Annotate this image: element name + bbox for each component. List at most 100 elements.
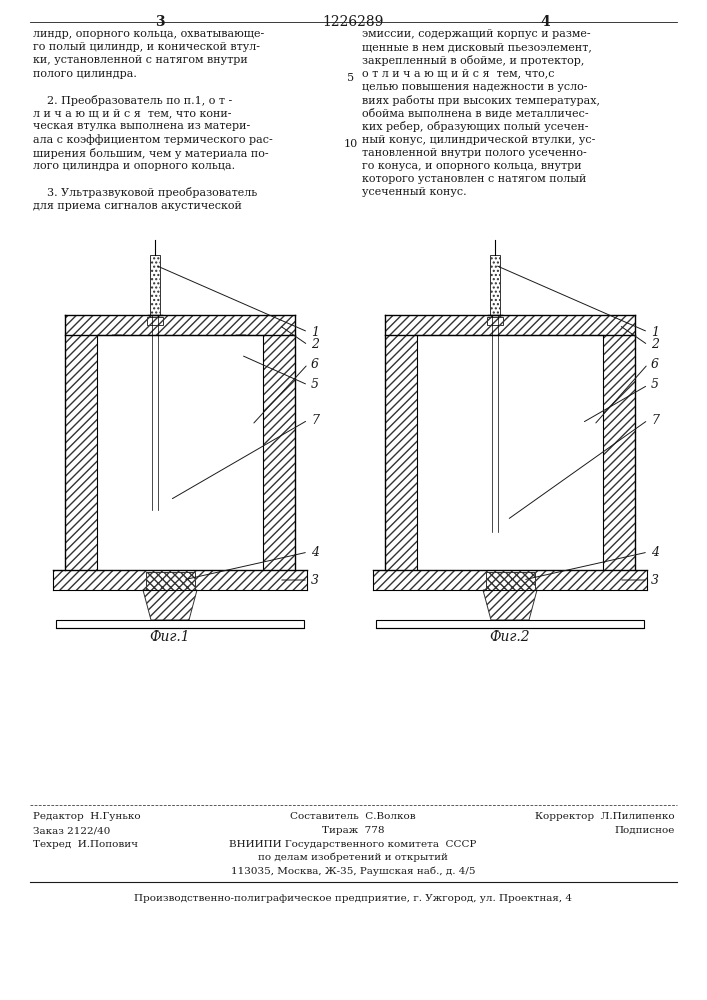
Bar [241,515,263,530]
Bar [263,335,295,570]
Bar [603,335,635,570]
Text: линдр, опорного кольца, охватывающе-: линдр, опорного кольца, охватывающе- [33,29,264,39]
Text: 5: 5 [651,378,659,391]
Bar [502,335,510,510]
Bar [65,335,97,570]
Text: усеченный конус.: усеченный конус. [362,187,467,197]
Bar [490,510,515,532]
Text: закрепленный в обойме, и протектор,: закрепленный в обойме, и протектор, [362,55,585,66]
Bar [487,317,503,325]
Bar [487,317,503,325]
Text: 1: 1 [651,326,659,338]
Text: 3. Ультразвуковой преобразователь: 3. Ультразвуковой преобразователь [33,187,257,198]
Bar [65,315,295,335]
Bar [502,335,510,510]
Text: Редактор  Н.Гунько: Редактор Н.Гунько [33,812,141,821]
Bar [147,317,163,325]
Text: 113035, Москва, Ж-35, Раушская наб., д. 4/5: 113035, Москва, Ж-35, Раушская наб., д. … [230,866,475,876]
Text: Тираж  778: Тираж 778 [322,826,384,835]
Bar [246,335,258,515]
Text: Составитель  С.Волков: Составитель С.Волков [290,812,416,821]
Bar [53,570,307,590]
Text: 2. Преобразователь по п.1, о т -: 2. Преобразователь по п.1, о т - [33,95,233,106]
Bar [53,570,307,590]
Text: Фиг.1: Фиг.1 [150,630,190,644]
Circle shape [490,535,500,545]
Text: 6: 6 [311,358,319,370]
Text: 2: 2 [651,338,659,352]
Text: 7: 7 [311,414,319,426]
Bar [585,515,603,530]
Text: 4: 4 [540,15,550,29]
Text: л и ч а ю щ и й с я  тем, что кони-: л и ч а ю щ и й с я тем, что кони- [33,108,231,118]
Bar [146,572,195,590]
Text: 5: 5 [311,378,319,391]
Bar [490,255,500,315]
Text: ких ребер, образующих полый усечен-: ких ребер, образующих полый усечен- [362,121,588,132]
Text: ширения большим, чем у материала по-: ширения большим, чем у материала по- [33,148,269,159]
Text: го полый цилиндр, и конической втул-: го полый цилиндр, и конической втул- [33,42,260,52]
Bar [385,315,635,335]
Text: целью повышения надежности в усло-: целью повышения надежности в усло- [362,82,588,92]
Text: го конуса, и опорного кольца, внутри: го конуса, и опорного кольца, внутри [362,161,582,171]
Text: Фиг.2: Фиг.2 [490,630,530,644]
Text: 4: 4 [651,546,659,558]
Text: полого цилиндра.: полого цилиндра. [33,69,137,79]
Bar [373,570,647,590]
Text: щенные в нем дисковый пьезоэлемент,: щенные в нем дисковый пьезоэлемент, [362,42,592,52]
Bar [376,620,644,628]
Bar [420,335,432,515]
Text: 1: 1 [311,326,319,338]
Text: 1226289: 1226289 [322,15,384,29]
Bar [385,335,417,570]
Bar [97,515,117,530]
Bar [147,317,163,325]
Text: ала с коэффициентом термического рас-: ала с коэффициентом термического рас- [33,135,273,145]
Text: о т л и ч а ю щ и й с я  тем, что,с: о т л и ч а ю щ и й с я тем, что,с [362,69,554,79]
Text: лого цилиндра и опорного кольца.: лого цилиндра и опорного кольца. [33,161,235,171]
Text: ВНИИПИ Государственного комитета  СССР: ВНИИПИ Государственного комитета СССР [229,840,477,849]
Text: 10: 10 [344,139,358,149]
Bar [486,572,535,590]
Text: 7: 7 [651,414,659,426]
Text: виях работы при высоких температурах,: виях работы при высоких температурах, [362,95,600,106]
Text: ческая втулка выполнена из матери-: ческая втулка выполнена из матери- [33,121,250,131]
Bar [578,335,586,510]
Polygon shape [143,590,197,620]
Text: Корректор  Л.Пилипенко: Корректор Л.Пилипенко [535,812,675,821]
Bar [65,335,97,570]
Bar [578,335,586,510]
Text: по делам изобретений и открытий: по делам изобретений и открытий [258,853,448,862]
Bar [417,515,435,530]
Text: тановленной внутри полого усеченно-: тановленной внутри полого усеченно- [362,148,587,158]
Text: 3: 3 [311,574,319,586]
Bar [100,335,112,515]
Text: Подписное: Подписное [614,826,675,835]
Text: 2: 2 [311,338,319,352]
Bar [486,572,535,590]
Text: 3: 3 [651,574,659,586]
Bar [150,255,160,315]
Bar [420,335,432,515]
Text: Производственно-полиграфическое предприятие, г. Ужгород, ул. Проектная, 4: Производственно-полиграфическое предприя… [134,894,572,903]
Text: 4: 4 [311,546,319,558]
Bar [385,315,635,335]
Bar [56,620,304,628]
Text: Техред  И.Попович: Техред И.Попович [33,840,138,849]
Bar [241,515,263,530]
Text: эмиссии, содержащий корпус и разме-: эмиссии, содержащий корпус и разме- [362,29,590,39]
Bar [588,335,600,515]
Text: обойма выполнена в виде металличес-: обойма выполнена в виде металличес- [362,108,589,119]
Text: 6: 6 [651,358,659,370]
Bar [97,515,117,530]
Text: ки, установленной с натягом внутри: ки, установленной с натягом внутри [33,55,247,65]
Bar [603,335,635,570]
Bar [145,510,170,535]
Polygon shape [483,590,537,620]
Bar [385,335,417,570]
Bar [585,515,603,530]
Bar [155,335,160,510]
Bar [146,572,195,590]
Bar [97,335,263,570]
Text: Заказ 2122/40: Заказ 2122/40 [33,826,110,835]
